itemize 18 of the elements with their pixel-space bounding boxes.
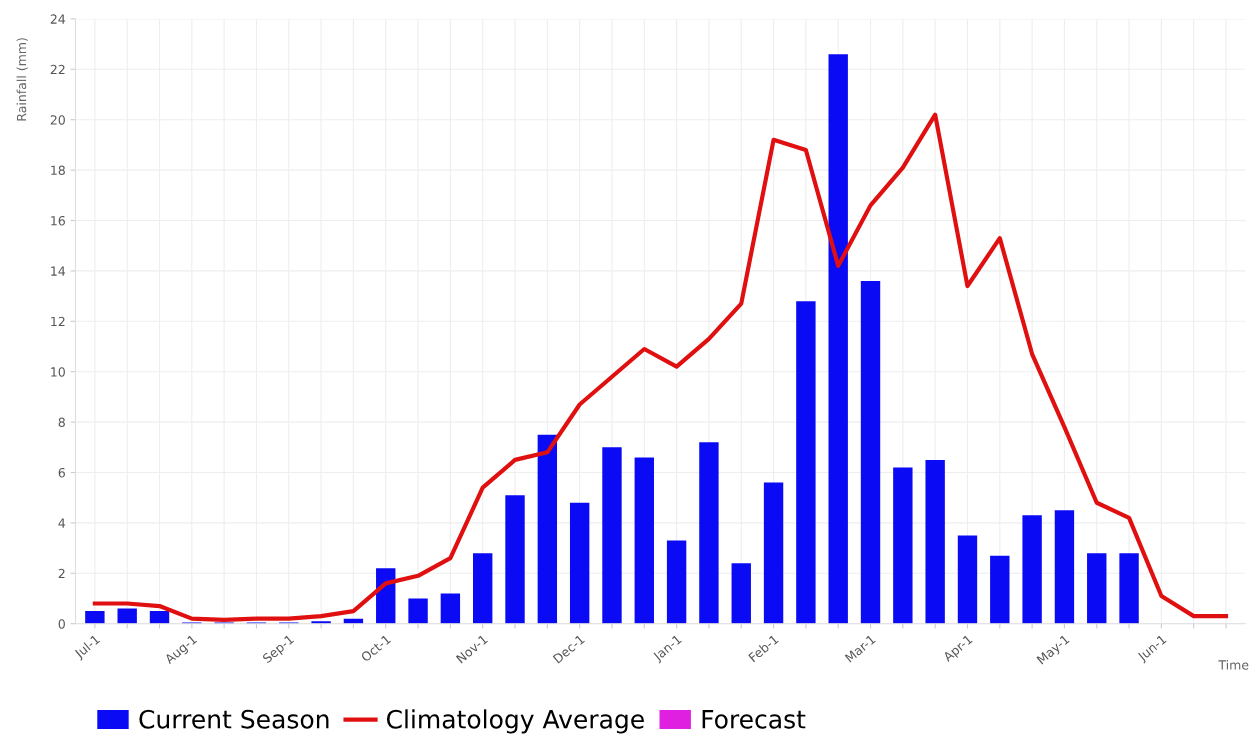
y-tick-label: 4 [58,518,66,528]
x-axis-title: Time [1218,659,1249,670]
y-tick-label: 18 [51,165,65,176]
y-tick-label: 14 [51,266,66,276]
y-tick-label: 0 [58,619,65,629]
y-tick-label: 24 [50,14,66,24]
y-tick-label: 16 [51,215,65,226]
y-axis-title: Rainfall (mm) [16,38,28,121]
legend-label: Climatology Average [386,709,644,734]
y-tick-label: 20 [50,115,65,125]
y-tick-label: 8 [58,417,65,428]
y-tick-label: 12 [51,316,65,327]
legend-label: Forecast [702,710,806,729]
y-tick-label: 10 [51,367,65,377]
y-tick-label: 2 [58,568,65,579]
y-tick-label: 6 [58,467,65,478]
legend-label: Current Season [139,709,329,729]
y-tick-label: 22 [50,64,65,75]
